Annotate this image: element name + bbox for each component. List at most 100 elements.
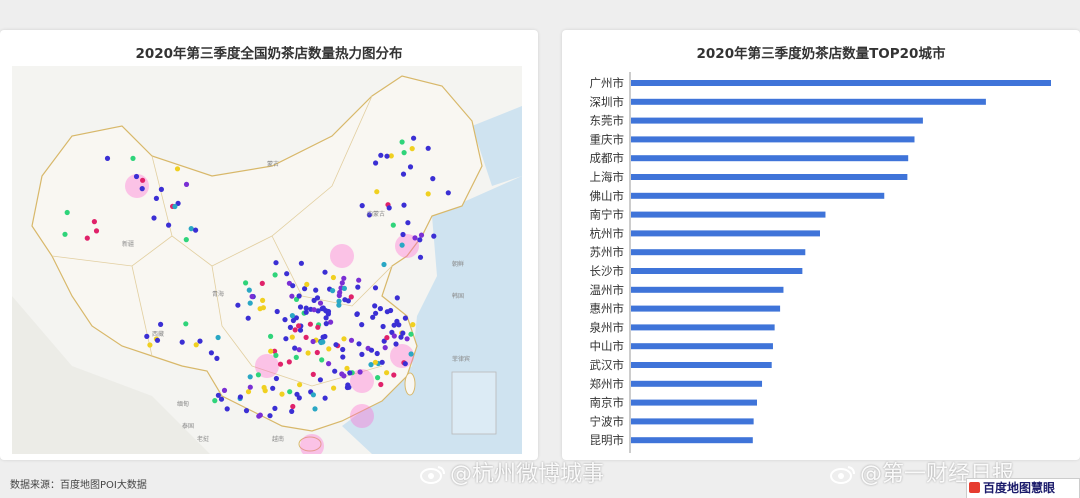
heat-dot (405, 220, 411, 226)
heat-dot (297, 382, 303, 388)
bar-宁波市 (631, 418, 754, 425)
bar-苏州市 (631, 249, 806, 256)
heat-dot (328, 319, 334, 325)
heat-dot (425, 145, 431, 151)
heat-dot (391, 333, 397, 339)
heat-dot (409, 146, 415, 152)
taiwan-island (404, 372, 416, 396)
heat-glow (255, 354, 279, 378)
map-region-label: 新疆 (122, 240, 134, 248)
heat-dot (279, 391, 285, 397)
south-asia-land (12, 296, 210, 454)
map-region-label: 内蒙古 (367, 210, 385, 218)
category-label: 长沙市 (590, 264, 625, 278)
heat-dot (84, 235, 90, 241)
bar-中山市 (631, 343, 773, 350)
heat-dot (384, 370, 390, 376)
heat-dot (399, 139, 405, 145)
heat-dot (273, 375, 279, 382)
bar-上海市 (631, 174, 908, 180)
heat-dot (357, 369, 363, 375)
heat-dot (398, 334, 404, 340)
sea-area-north (472, 106, 522, 186)
province-line (131, 265, 153, 357)
heat-dot (342, 297, 348, 303)
heat-dot (296, 347, 302, 353)
heat-dot (317, 300, 324, 306)
hainan-island (298, 436, 322, 452)
heat-dot (257, 306, 263, 312)
heat-dot (412, 235, 418, 241)
map-region-label: 青海 (212, 290, 224, 298)
heat-dot (183, 237, 189, 243)
heat-dot (348, 337, 355, 343)
heat-dot (224, 406, 230, 412)
heat-dot (268, 348, 274, 354)
heatmap-title: 2020年第三季度全国奶茶店数量热力图分布 (135, 46, 403, 62)
heat-glow (300, 434, 324, 454)
heat-dot (374, 189, 380, 195)
heat-dot (215, 392, 221, 398)
heat-dot (366, 212, 372, 218)
heat-dot (302, 286, 308, 292)
heat-dot (175, 200, 181, 206)
heat-dot (407, 164, 414, 170)
heat-dot (284, 271, 290, 277)
map-region-label: 朝鲜 (452, 260, 464, 268)
heat-dot (411, 135, 417, 141)
heat-dot (310, 338, 316, 345)
heat-dot (221, 387, 228, 393)
heat-dot (344, 365, 350, 371)
heat-dot (290, 283, 296, 289)
heat-dot (380, 323, 386, 330)
heat-dot (332, 368, 338, 374)
heat-dot (303, 334, 309, 340)
heat-dot (133, 173, 140, 180)
heat-dot (237, 394, 243, 400)
bar-chart-panel: 2020年第三季度奶茶店数量TOP20城市 广州市 深圳市 东莞市 重庆市 成都市 上海市… (562, 30, 1080, 460)
heat-dot (391, 372, 397, 378)
heat-dot (287, 324, 293, 330)
heat-dot (323, 315, 329, 321)
heat-dot (386, 205, 392, 211)
heat-dot (310, 371, 316, 377)
heat-dot (153, 195, 159, 201)
heat-dot (401, 202, 407, 208)
heat-dot (346, 384, 352, 390)
province-line (271, 235, 393, 307)
heat-dot (245, 389, 252, 395)
heat-dot (297, 327, 304, 333)
category-label: 泉州市 (590, 320, 625, 334)
heat-dot (379, 359, 385, 365)
heat-dot (64, 209, 70, 216)
heat-dot (373, 310, 379, 316)
heat-dot (400, 171, 407, 177)
heat-dot (297, 304, 304, 310)
heat-dot (212, 398, 218, 404)
heat-dot (326, 361, 332, 367)
bar-惠州市 (631, 305, 781, 312)
heat-dot (174, 166, 181, 172)
heat-dot (418, 232, 425, 238)
category-label: 深圳市 (590, 95, 625, 109)
bar-郑州市 (631, 380, 763, 387)
heat-dot (322, 269, 328, 275)
heat-dot (323, 321, 329, 327)
heat-dot (130, 155, 136, 161)
heat-dot (339, 280, 345, 286)
weibo-icon (420, 466, 445, 484)
heat-dot (348, 294, 354, 300)
heat-dot (286, 359, 292, 365)
heat-dot (158, 186, 164, 192)
heat-dot (381, 261, 387, 268)
heat-dot (402, 315, 408, 321)
baidu-logo-text: 百度地图慧眼 (983, 481, 1056, 495)
category-label: 东莞市 (590, 114, 625, 128)
category-label: 苏州市 (590, 245, 625, 259)
heat-dot (333, 342, 339, 348)
heat-dot (267, 413, 273, 419)
heat-dot (243, 280, 249, 286)
baidu-map-logo: 百度地图慧眼 (966, 478, 1080, 498)
bar-东莞市 (631, 117, 923, 124)
